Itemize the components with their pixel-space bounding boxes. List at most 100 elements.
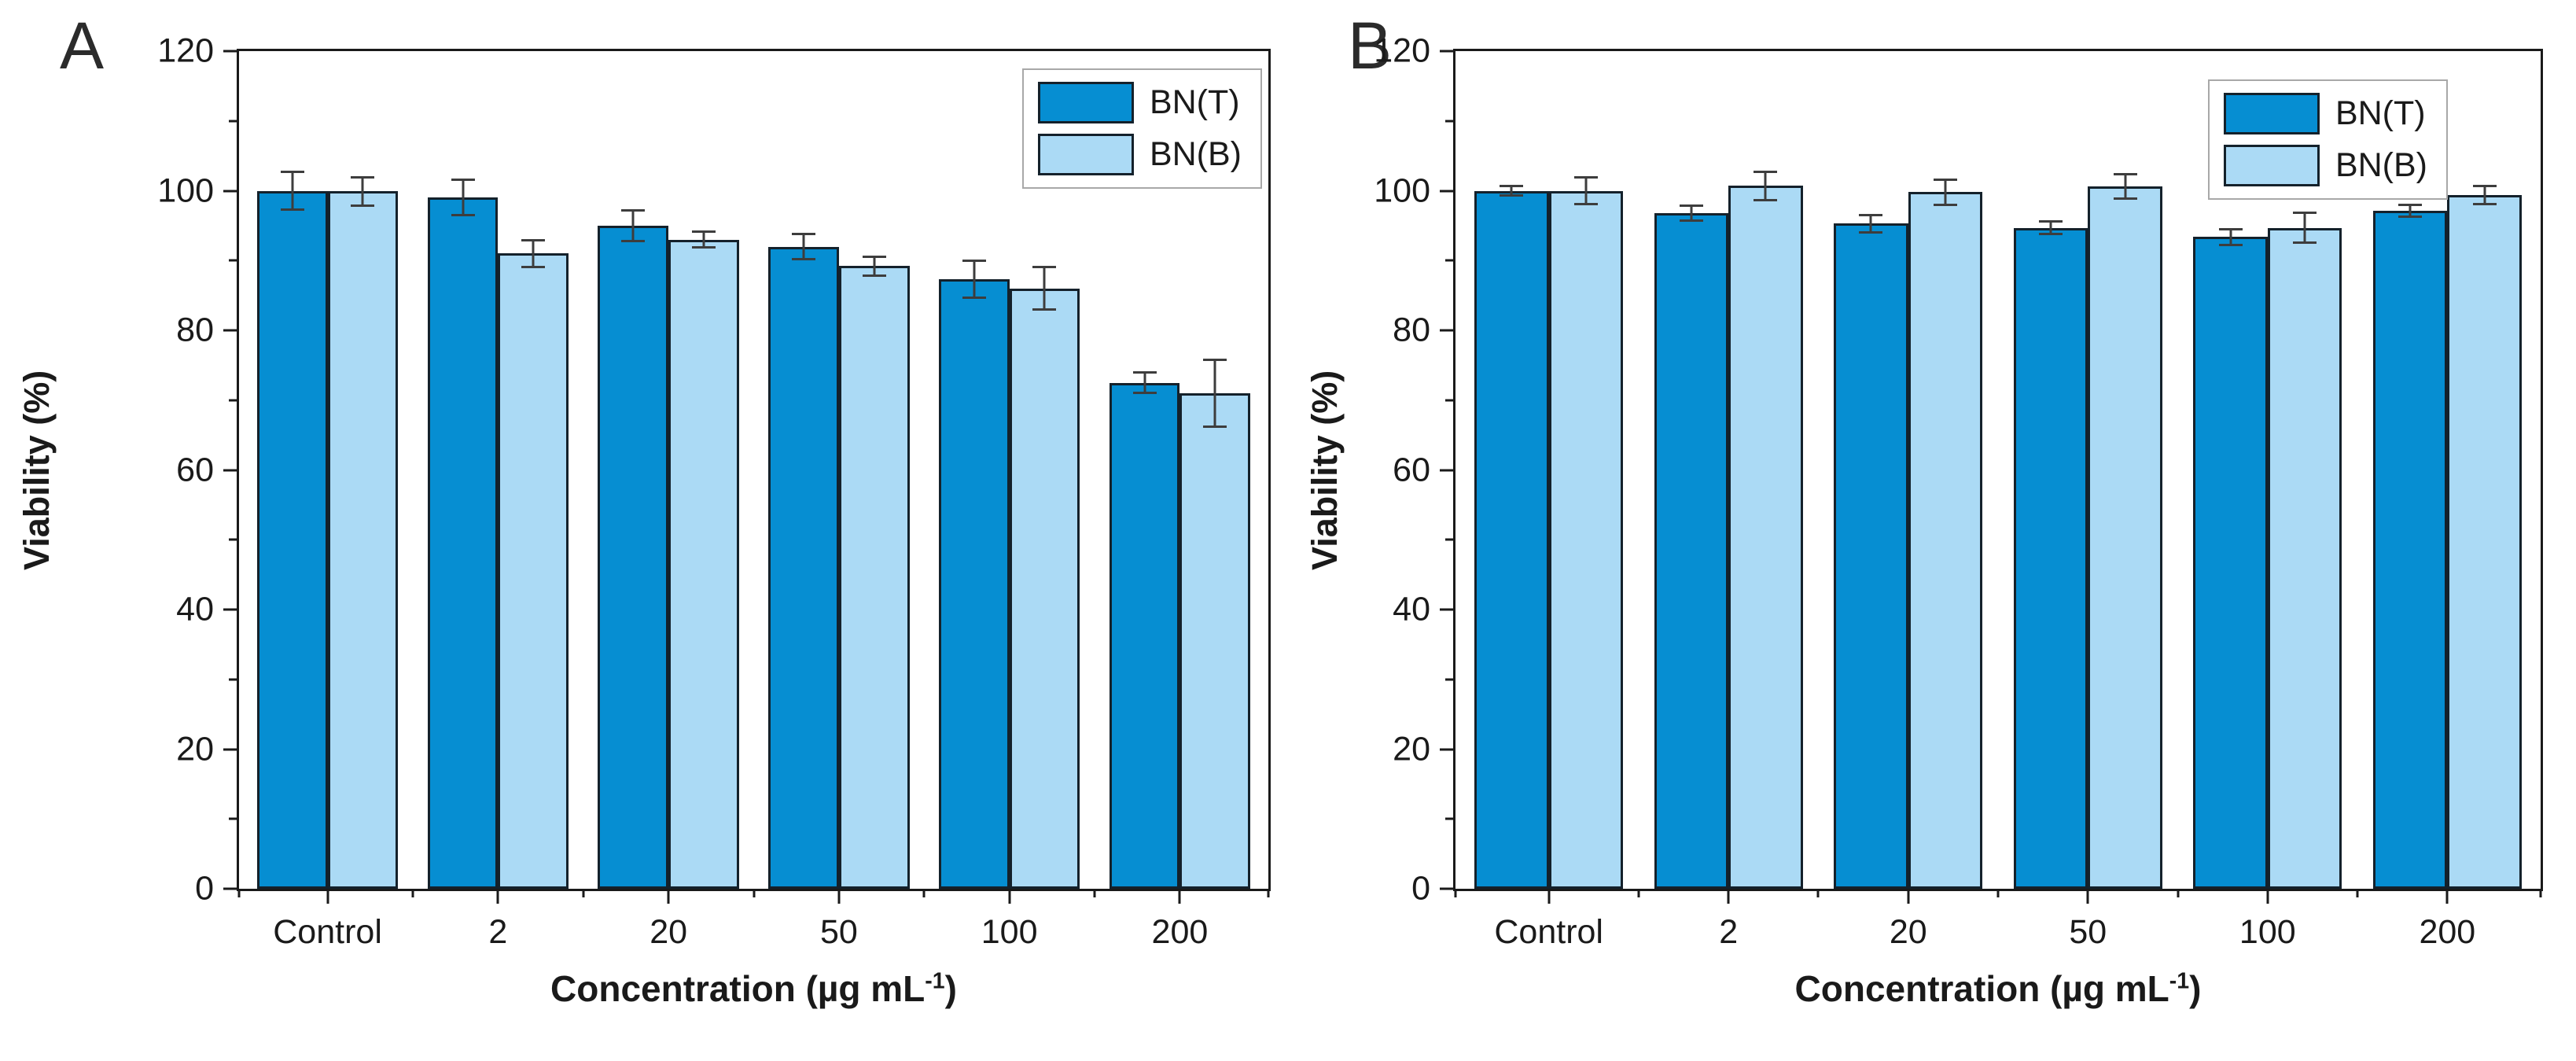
x-major-tick — [1727, 889, 1730, 904]
error-bar-cap-top — [1934, 178, 1957, 181]
x-axis-title-text: Concentration (µg mL — [1794, 968, 2169, 1009]
y-minor-tick — [1445, 259, 1453, 262]
y-minor-tick — [229, 678, 237, 681]
error-bar-line — [1510, 185, 1513, 197]
error-bar-BN(T)-2 — [451, 179, 475, 217]
panel-B: B Viability (%) Concentration (µg mL-1) … — [1288, 0, 2576, 1061]
error-bar-cap-bottom — [2472, 203, 2497, 206]
bar-BN(T)-50 — [2013, 227, 2088, 889]
error-bar-BN(T)-50 — [792, 232, 816, 261]
error-bar-line — [973, 260, 976, 300]
y-major-tick — [1440, 50, 1453, 53]
error-bar-cap-bottom — [351, 204, 375, 207]
error-bar-cap-top — [280, 170, 304, 173]
y-tick-label: 120 — [1374, 31, 1430, 70]
error-bar-line — [702, 230, 705, 249]
error-bar-cap-top — [1132, 371, 1157, 374]
y-major-tick — [1440, 190, 1453, 192]
x-major-tick — [1907, 889, 1910, 904]
error-bar-cap-bottom — [1032, 308, 1057, 311]
error-bar-cap-bottom — [1754, 198, 1778, 201]
bar-BN(B)-Control — [327, 191, 399, 889]
x-major-tick — [837, 889, 841, 904]
error-bar-line — [1764, 170, 1767, 201]
panel-label-A: A — [60, 9, 105, 83]
bar-BN(T)-Control — [256, 190, 328, 889]
y-major-tick — [1440, 608, 1453, 611]
error-bar-BN(B)-2 — [521, 238, 546, 269]
x-major-tick — [2086, 889, 2089, 904]
legend-label: BN(T) — [1149, 83, 1240, 121]
error-bar-cap-bottom — [1859, 230, 1883, 234]
bar-BN(T)-Control — [1474, 190, 1549, 889]
error-bar-cap-bottom — [1934, 204, 1957, 207]
x-tick-label: 50 — [819, 913, 858, 951]
error-bar-cap-bottom — [621, 240, 646, 243]
error-bar-line — [802, 232, 805, 261]
y-minor-tick — [1445, 678, 1453, 681]
bar-BN(B)-200 — [1179, 392, 1251, 889]
x-minor-tick — [411, 889, 414, 897]
y-tick-label: 80 — [176, 311, 214, 349]
y-minor-tick — [1445, 120, 1453, 123]
x-major-tick — [1547, 889, 1551, 904]
error-bar-cap-top — [351, 175, 375, 179]
x-tick-label: 20 — [650, 913, 688, 951]
error-bar-cap-bottom — [521, 266, 546, 269]
legend-item-BN(T): BN(T) — [1037, 82, 1242, 123]
error-bar-line — [532, 238, 535, 269]
bar-BN(B)-100 — [1009, 288, 1080, 889]
y-minor-tick — [1445, 538, 1453, 541]
x-tick-label: Control — [1494, 913, 1603, 951]
x-minor-tick — [922, 889, 926, 897]
error-bar-line — [1690, 204, 1693, 222]
error-bar-BN(B)-2 — [1754, 170, 1778, 201]
error-bar-BN(B)-100 — [2293, 212, 2317, 244]
x-axis-title-close: ) — [2189, 968, 2202, 1009]
error-bar-cap-bottom — [691, 246, 716, 249]
x-minor-tick — [1816, 889, 1820, 897]
error-bar-cap-bottom — [862, 274, 886, 277]
error-bar-BN(B)-200 — [2472, 184, 2497, 206]
error-bar-BN(B)-20 — [1934, 178, 1957, 207]
error-bar-cap-bottom — [1679, 219, 1703, 222]
error-bar-cap-top — [1500, 185, 1524, 188]
error-bar-line — [2483, 184, 2486, 206]
y-minor-tick — [1445, 399, 1453, 402]
error-bar-cap-top — [1754, 170, 1778, 173]
legend-item-BN(T): BN(T) — [2223, 93, 2427, 134]
y-major-tick — [223, 748, 237, 750]
error-bar-BN(B)-100 — [1032, 266, 1057, 311]
legend-label: BN(T) — [2335, 94, 2426, 132]
bar-BN(T)-200 — [2372, 211, 2448, 889]
x-tick-label: 20 — [1889, 913, 1927, 951]
error-bar-cap-bottom — [1132, 391, 1157, 394]
panel-A: A Viability (%) Concentration (µg mL-1) … — [17, 9, 1271, 1007]
legend-item-BN(B): BN(B) — [2223, 145, 2427, 186]
x-minor-tick — [1454, 889, 1457, 897]
bar-BN(T)-20 — [1834, 223, 1908, 889]
error-bar-cap-bottom — [2398, 216, 2423, 219]
error-bar-cap-top — [862, 256, 886, 259]
error-bar-cap-top — [691, 230, 716, 234]
error-bar-cap-top — [2218, 227, 2243, 230]
error-bar-cap-bottom — [280, 208, 304, 212]
x-major-tick — [1178, 889, 1181, 904]
legend-swatch-BN(B) — [1037, 134, 1134, 175]
error-bar-BN(T)-200 — [2398, 204, 2423, 219]
legend-swatch-BN(T) — [2223, 93, 2320, 134]
legend: BN(T) BN(B) — [2207, 79, 2448, 200]
error-bar-line — [2049, 219, 2052, 236]
error-bar-BN(T)-Control — [1500, 185, 1524, 197]
error-bar-BN(T)-200 — [1132, 371, 1157, 394]
x-minor-tick — [1996, 889, 2000, 897]
y-axis-title: Viability (%) — [1305, 370, 1345, 570]
x-axis-title: Concentration (µg mL-1) — [1794, 968, 2202, 1009]
plot-area-A: Concentration (µg mL-1) 0 20 40 60 80 100 120 C… — [157, 34, 1271, 1007]
y-axis-title: Viability (%) — [17, 370, 57, 570]
y-tick-label: 60 — [1393, 451, 1430, 488]
error-bar-BN(T)-100 — [962, 260, 986, 300]
legend-swatch-BN(T) — [1037, 82, 1134, 123]
error-bar-line — [1143, 371, 1146, 394]
